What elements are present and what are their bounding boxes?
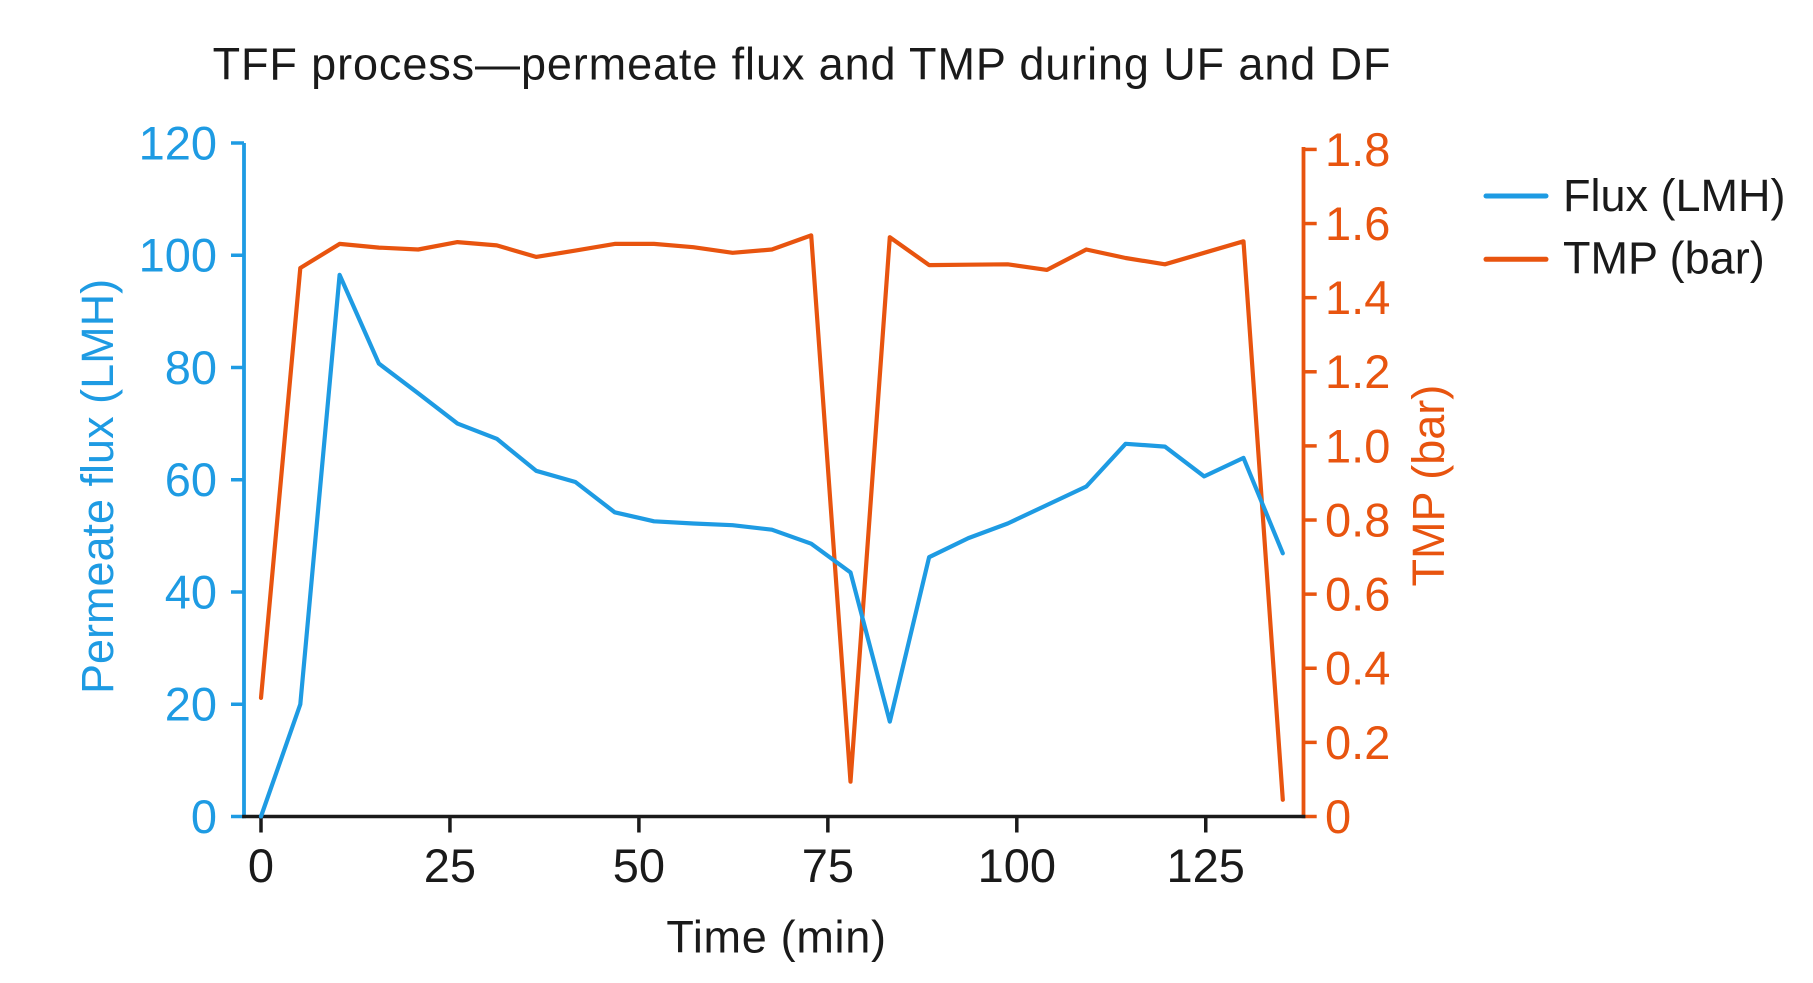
svg-text:0.8: 0.8: [1325, 493, 1390, 546]
svg-text:60: 60: [165, 453, 217, 506]
svg-text:0.6: 0.6: [1325, 568, 1390, 621]
svg-text:50: 50: [613, 839, 665, 892]
svg-text:0.4: 0.4: [1325, 642, 1390, 695]
svg-text:0: 0: [248, 839, 274, 892]
svg-text:0: 0: [1325, 790, 1351, 843]
svg-text:0: 0: [191, 790, 217, 843]
svg-text:80: 80: [165, 341, 217, 394]
svg-text:0.2: 0.2: [1325, 716, 1390, 769]
svg-text:1.8: 1.8: [1325, 123, 1390, 176]
svg-text:TMP (bar): TMP (bar): [1563, 233, 1765, 284]
svg-text:100: 100: [978, 839, 1056, 892]
svg-text:40: 40: [165, 565, 217, 618]
svg-text:1.6: 1.6: [1325, 197, 1390, 250]
svg-text:120: 120: [139, 116, 217, 169]
svg-text:75: 75: [802, 839, 854, 892]
svg-text:TMP (bar): TMP (bar): [1403, 385, 1454, 587]
svg-text:Time (min): Time (min): [666, 911, 886, 962]
svg-text:25: 25: [424, 839, 476, 892]
svg-text:1.0: 1.0: [1325, 419, 1390, 472]
svg-text:1.2: 1.2: [1325, 345, 1390, 398]
svg-text:20: 20: [165, 678, 217, 731]
svg-text:TFF process—permeate flux and: TFF process—permeate flux and TMP during…: [213, 38, 1392, 89]
svg-text:Flux (LMH): Flux (LMH): [1563, 170, 1786, 221]
svg-text:1.4: 1.4: [1325, 271, 1390, 324]
svg-text:125: 125: [1167, 839, 1245, 892]
svg-text:100: 100: [139, 229, 217, 282]
svg-text:Permeate flux (LMH): Permeate flux (LMH): [72, 279, 123, 694]
